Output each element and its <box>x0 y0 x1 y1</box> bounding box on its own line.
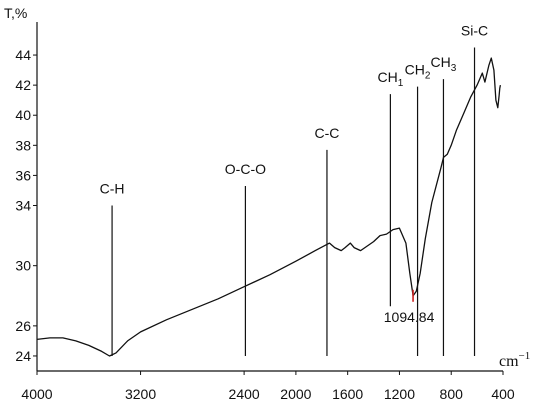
band-label: CH3 <box>431 54 457 74</box>
tick-labels: 4000 3200 2400 2000 1600 1200 800 400 24 26 30 34 36… <box>15 47 514 402</box>
band-label: CH1 <box>377 69 403 89</box>
y-tick-label: 26 <box>15 318 31 334</box>
spectrum-line <box>36 57 502 357</box>
x-tick-label: 400 <box>491 386 515 402</box>
y-tick-label: 34 <box>15 198 31 214</box>
y-tick-label: 36 <box>15 167 31 183</box>
y-axis-label: T,% <box>4 5 27 21</box>
x-tick-label: 3200 <box>125 386 156 402</box>
y-tick-label: 38 <box>15 137 31 153</box>
y-tick-label: 24 <box>15 348 31 364</box>
axes: T,% cm−1 <box>4 5 530 372</box>
x-tick-label: 1200 <box>384 386 415 402</box>
y-tick-label: 42 <box>15 77 31 93</box>
x-axis-unit-label: cm−1 <box>499 350 530 370</box>
band-label: CH2 <box>405 62 431 82</box>
x-unit-exponent: −1 <box>519 350 531 362</box>
x-tick-label: 4000 <box>21 386 52 402</box>
x-unit-base: cm <box>499 353 519 370</box>
peak-annotation: 1094.84 <box>384 289 435 325</box>
x-tick-label: 2000 <box>280 386 311 402</box>
series <box>36 57 502 357</box>
band-label: C-C <box>315 125 340 141</box>
x-tick-label: 1600 <box>332 386 363 402</box>
x-tick-label: 800 <box>440 386 464 402</box>
y-tick-label: 44 <box>15 47 31 63</box>
band-label: O-C-O <box>225 161 266 177</box>
y-tick-label: 30 <box>15 258 31 274</box>
x-tick-label: 2400 <box>229 386 260 402</box>
band-label: C-H <box>100 180 125 196</box>
y-tick-label: 40 <box>15 107 31 123</box>
band-label: Si-C <box>461 22 488 38</box>
peak-value-label: 1094.84 <box>384 309 435 325</box>
